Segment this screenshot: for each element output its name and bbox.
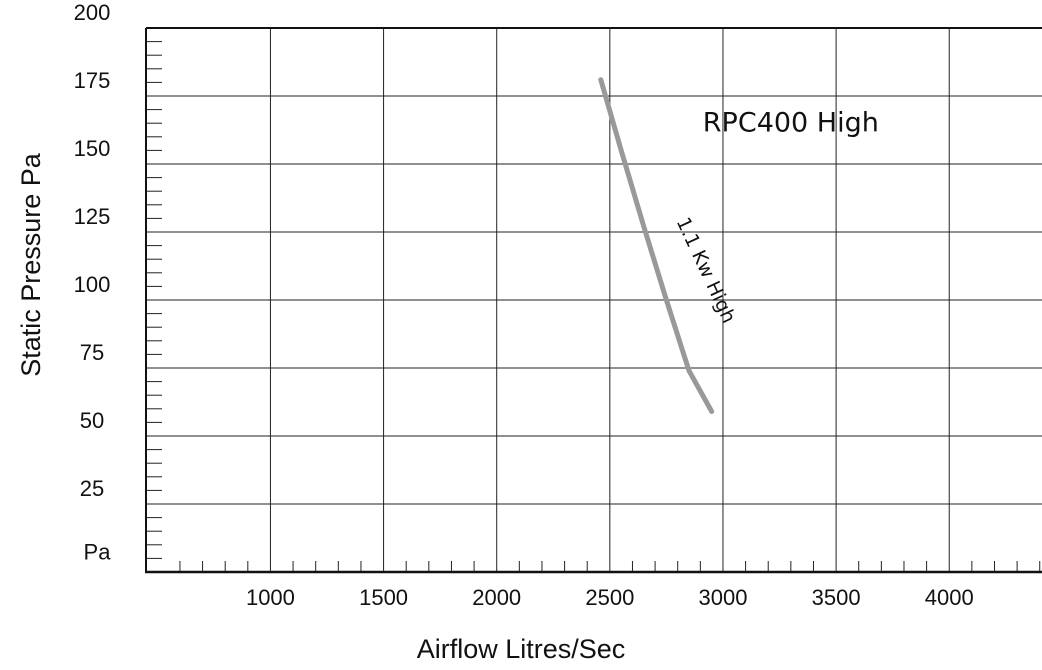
y-tick-label-125: 125 bbox=[74, 204, 111, 229]
y-tick-label-50: 50 bbox=[80, 408, 104, 433]
series-layer bbox=[598, 77, 715, 414]
x-tick-label-4000: 4000 bbox=[925, 585, 974, 610]
x-tick-label-2500: 2500 bbox=[585, 585, 634, 610]
x-tick-label-1500: 1500 bbox=[359, 585, 408, 610]
y-tick-label-200: 200 bbox=[74, 0, 111, 25]
y-tick-label-150: 150 bbox=[74, 136, 111, 161]
x-tick-label-2000: 2000 bbox=[472, 585, 521, 610]
x-tick-label-1000: 1000 bbox=[246, 585, 295, 610]
y-axis-title: Static Pressure Pa bbox=[16, 152, 46, 377]
annotation-series-label: 1.1 Kw High bbox=[672, 214, 740, 327]
y-unit-label: Pa bbox=[84, 540, 112, 565]
x-tick-label-3500: 3500 bbox=[812, 585, 861, 610]
y-tick-label-100: 100 bbox=[74, 272, 111, 297]
y-tick-label-175: 175 bbox=[74, 68, 111, 93]
series-line-0 bbox=[598, 77, 715, 414]
grid-layer bbox=[146, 27, 1042, 572]
x-axis-title: Airflow Litres/Sec bbox=[417, 634, 626, 664]
x-tick-label-3000: 3000 bbox=[698, 585, 747, 610]
y-tick-label-75: 75 bbox=[80, 340, 104, 365]
annotation-chart-label: RPC400 High bbox=[703, 107, 879, 138]
axis-layer bbox=[145, 27, 1042, 574]
label-layer: 25 50 75 100 125 150 175 200 Pa 1000 1500 2000 2500 3… bbox=[16, 0, 974, 664]
y-tick-label-25: 25 bbox=[80, 476, 104, 501]
